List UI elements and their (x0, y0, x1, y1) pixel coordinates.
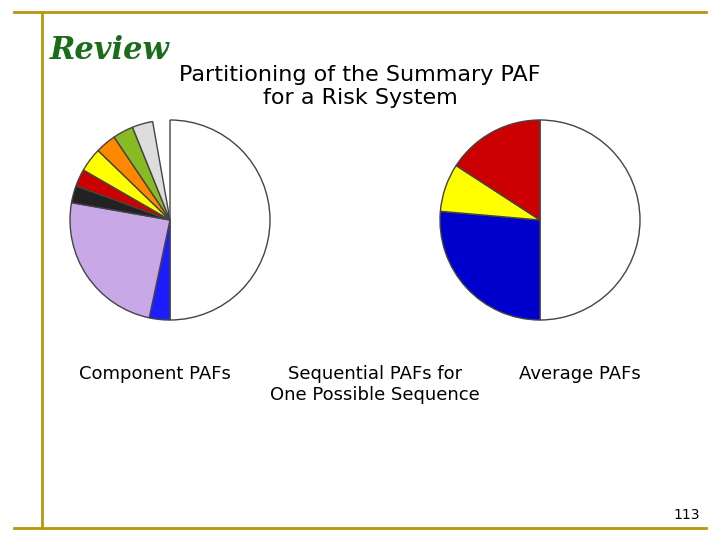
Text: 113: 113 (673, 508, 700, 522)
Text: Partitioning of the Summary PAF
for a Risk System: Partitioning of the Summary PAF for a Ri… (179, 65, 541, 108)
Wedge shape (76, 170, 170, 220)
Text: Review: Review (50, 35, 170, 66)
Text: Component PAFs: Component PAFs (79, 365, 231, 383)
Wedge shape (84, 151, 170, 220)
Wedge shape (441, 166, 540, 220)
Wedge shape (70, 202, 170, 318)
Wedge shape (540, 120, 640, 320)
Wedge shape (170, 120, 270, 320)
Wedge shape (132, 122, 170, 220)
Wedge shape (98, 137, 170, 220)
Wedge shape (71, 186, 170, 220)
Wedge shape (149, 220, 170, 320)
Text: Average PAFs: Average PAFs (519, 365, 641, 383)
Wedge shape (440, 211, 540, 320)
Wedge shape (114, 127, 170, 220)
Text: Sequential PAFs for
One Possible Sequence: Sequential PAFs for One Possible Sequenc… (270, 365, 480, 404)
Wedge shape (456, 120, 540, 220)
